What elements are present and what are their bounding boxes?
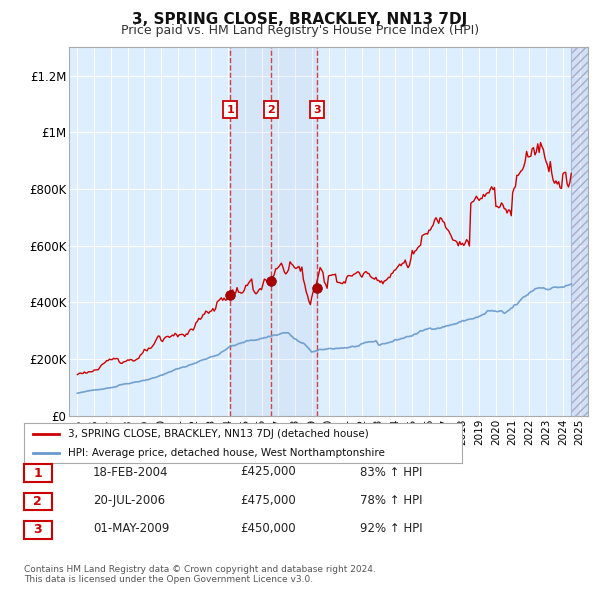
Text: 1: 1 [226,104,234,114]
Text: 01-MAY-2009: 01-MAY-2009 [93,522,169,535]
Text: 78% ↑ HPI: 78% ↑ HPI [360,494,422,507]
Text: 2: 2 [267,104,275,114]
Text: Contains HM Land Registry data © Crown copyright and database right 2024.
This d: Contains HM Land Registry data © Crown c… [24,565,376,584]
Text: £425,000: £425,000 [240,466,296,478]
Text: 20-JUL-2006: 20-JUL-2006 [93,494,165,507]
Text: 1: 1 [34,467,42,480]
Bar [230,47,317,416]
Text: 3: 3 [313,104,321,114]
Bar [571,47,588,416]
Text: 2: 2 [34,495,42,508]
Bar [571,47,588,416]
Text: 3: 3 [34,523,42,536]
Text: HPI: Average price, detached house, West Northamptonshire: HPI: Average price, detached house, West… [68,448,385,458]
Text: £475,000: £475,000 [240,494,296,507]
Text: £450,000: £450,000 [240,522,296,535]
Text: 18-FEB-2004: 18-FEB-2004 [93,466,169,478]
Text: 83% ↑ HPI: 83% ↑ HPI [360,466,422,478]
Text: 3, SPRING CLOSE, BRACKLEY, NN13 7DJ: 3, SPRING CLOSE, BRACKLEY, NN13 7DJ [133,12,467,27]
Text: 3, SPRING CLOSE, BRACKLEY, NN13 7DJ (detached house): 3, SPRING CLOSE, BRACKLEY, NN13 7DJ (det… [68,430,368,440]
Text: Price paid vs. HM Land Registry's House Price Index (HPI): Price paid vs. HM Land Registry's House … [121,24,479,37]
Text: 92% ↑ HPI: 92% ↑ HPI [360,522,422,535]
